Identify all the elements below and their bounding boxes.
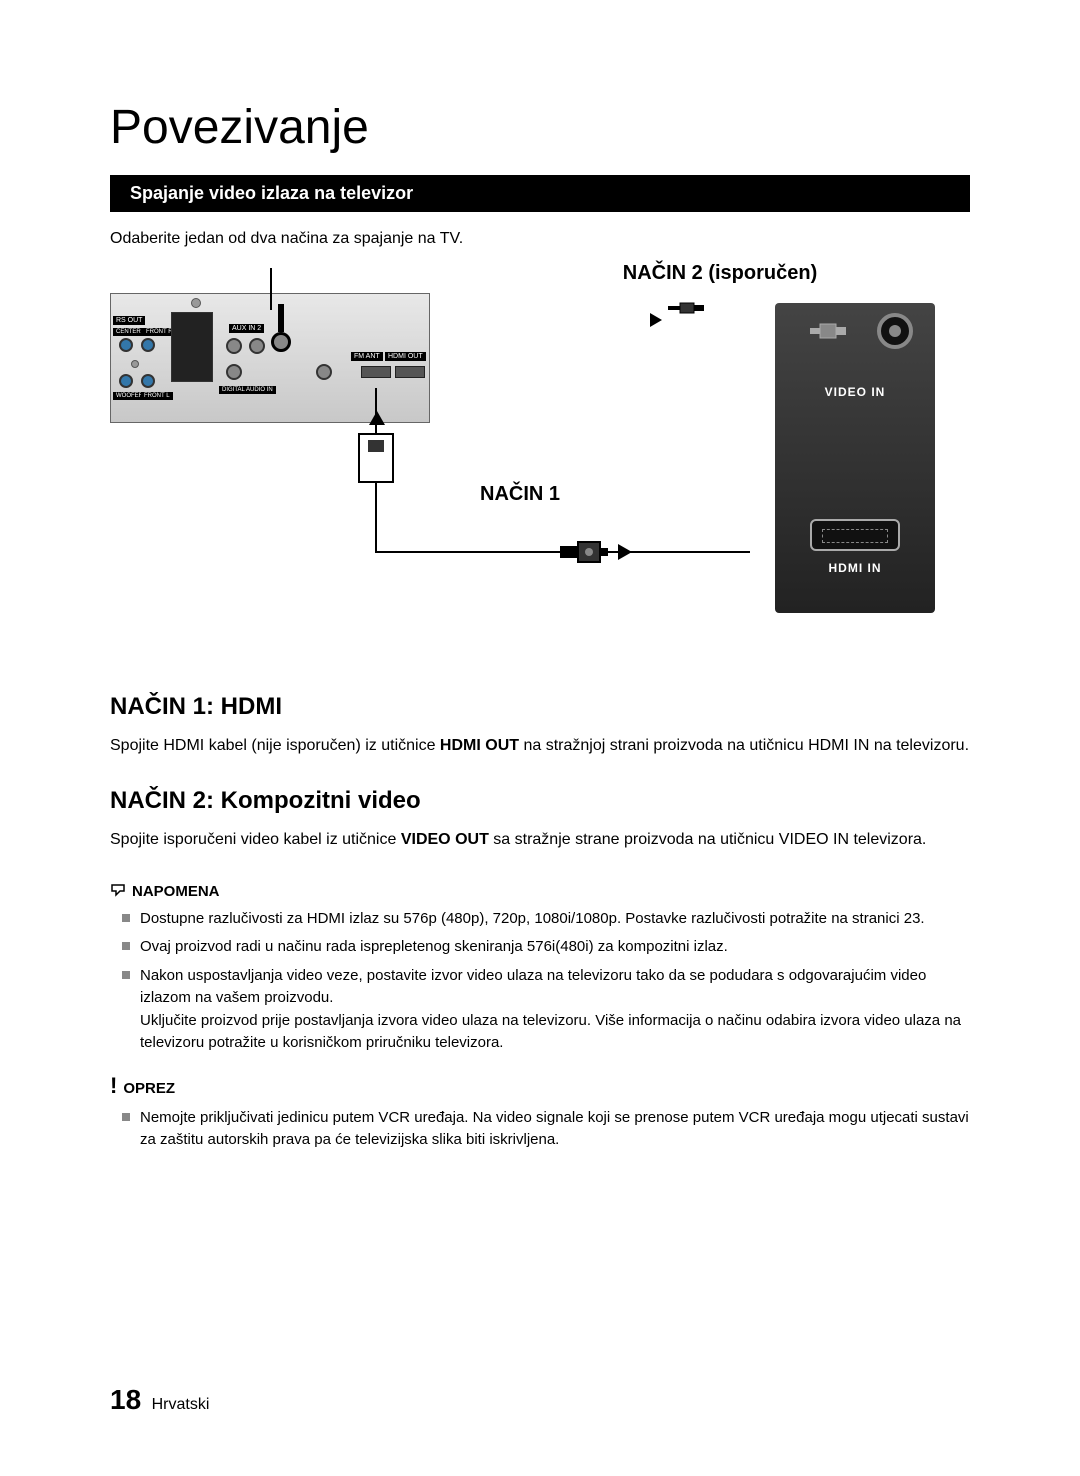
hdmi-in-port-icon [810,519,900,551]
caution-icon: ! [110,1073,117,1099]
port-label-hdmi: HDMI OUT [385,352,426,361]
port-label-aux: AUX IN 2 [229,324,264,333]
section-bar: Spajanje video izlaza na televizor [110,175,970,212]
method2-supplied-label: NAČIN 2 (isporučen) [110,262,970,285]
napomena-header: NAPOMENA [110,882,970,900]
oprez-header: ! OPREZ [110,1073,970,1099]
intro-text: Odaberite jedan od dva načina za spajanj… [110,230,970,248]
port-label-center: CENTER [113,328,144,336]
oprez-list: Nemojte priključivati jedinicu putem VCR… [110,1107,970,1152]
device-back-panel: RS OUT CENTER FRONT R WOOFER FRONT L AUX… [110,293,430,423]
method1-text-pre: Spojite HDMI kabel (nije isporučen) iz u… [110,737,440,754]
method2-text: Spojite isporučeni video kabel iz utični… [110,829,970,851]
method1-text-post: na stražnjoj strani proizvoda na utičnic… [519,737,969,754]
rca-plug-icon [668,301,708,315]
oprez-label: OPREZ [123,1080,175,1097]
port-label-digital: DIGITAL AUDIO IN [219,386,276,394]
port-label-front-l: FRONT L [141,392,173,400]
note-icon [110,883,128,897]
nacin1-diagram-label: NAČIN 1 [480,483,560,506]
page-number: 18 [110,1384,141,1415]
method2-text-pre: Spojite isporučeni video kabel iz utični… [110,831,401,848]
port-label-fm: FM ANT [351,352,383,361]
hdmi-connector-device-icon [358,433,394,483]
hdmi-plug-icon [560,536,610,568]
page-footer: 18 Hrvatski [110,1384,209,1416]
port-label-rs-out: RS OUT [113,316,145,325]
napomena-item: Dostupne razlučivosti za HDMI izlaz su 5… [140,908,970,931]
napomena-item: Nakon uspostavljanja video veze, postavi… [140,965,970,1055]
page-title: Povezivanje [110,100,970,155]
napomena-item: Ovaj proizvod radi u načinu rada isprepl… [140,936,970,959]
connection-diagram: RS OUT CENTER FRONT R WOOFER FRONT L AUX… [110,293,970,653]
method1-text: Spojite HDMI kabel (nije isporučen) iz u… [110,735,970,757]
rca-input-icon [810,321,855,341]
method2-text-bold: VIDEO OUT [401,831,489,848]
oprez-item: Nemojte priključivati jedinicu putem VCR… [140,1107,970,1152]
hdmi-in-label: HDMI IN [787,561,923,575]
napomena-label: NAPOMENA [132,883,220,900]
method1-text-bold: HDMI OUT [440,737,519,754]
rca-jack-icon [877,313,913,349]
video-in-label: VIDEO IN [787,385,923,399]
method1-heading: NAČIN 1: HDMI [110,693,970,721]
footer-language: Hrvatski [152,1396,210,1413]
napomena-list: Dostupne razlučivosti za HDMI izlaz su 5… [110,908,970,1055]
method2-heading: NAČIN 2: Kompozitni video [110,787,970,815]
napomena-section: NAPOMENA Dostupne razlučivosti za HDMI i… [110,882,970,1152]
method2-text-post: sa stražnje strane proizvoda na utičnicu… [489,831,927,848]
tv-panel: VIDEO IN HDMI IN [775,303,935,613]
